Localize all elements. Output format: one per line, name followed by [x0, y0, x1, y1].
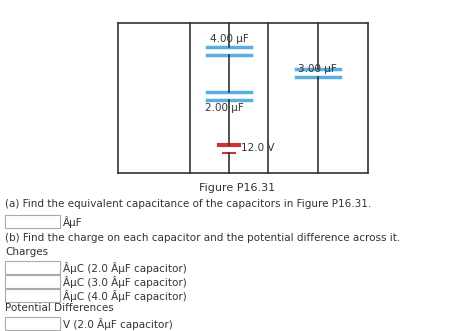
Text: 3.00 μF: 3.00 μF: [298, 64, 337, 74]
Bar: [5, 215, 60, 228]
Text: (b) Find the charge on each capacitor and the potential difference across it.: (b) Find the charge on each capacitor an…: [5, 233, 400, 243]
Text: Figure P16.31: Figure P16.31: [199, 183, 275, 193]
Text: ÂμF: ÂμF: [63, 215, 82, 227]
Text: ÂμC (2.0 ÂμF capacitor): ÂμC (2.0 ÂμF capacitor): [63, 261, 187, 273]
Text: (a) Find the equivalent capacitance of the capacitors in Figure P16.31.: (a) Find the equivalent capacitance of t…: [5, 199, 371, 209]
Text: 4.00 μF: 4.00 μF: [210, 34, 248, 44]
Text: Charges: Charges: [5, 247, 48, 257]
Text: Potential Differences: Potential Differences: [5, 303, 114, 313]
Text: 2.00 μF: 2.00 μF: [205, 103, 244, 113]
Text: V (2.0 ÂμF capacitor): V (2.0 ÂμF capacitor): [63, 317, 173, 329]
Bar: [5, 275, 60, 288]
Text: ÂμC (3.0 ÂμF capacitor): ÂμC (3.0 ÂμF capacitor): [63, 275, 187, 288]
Text: ÂμC (4.0 ÂμF capacitor): ÂμC (4.0 ÂμF capacitor): [63, 290, 187, 302]
Bar: [5, 289, 60, 302]
Bar: [5, 261, 60, 274]
Bar: [5, 317, 60, 330]
Text: 12.0 V: 12.0 V: [241, 143, 274, 153]
